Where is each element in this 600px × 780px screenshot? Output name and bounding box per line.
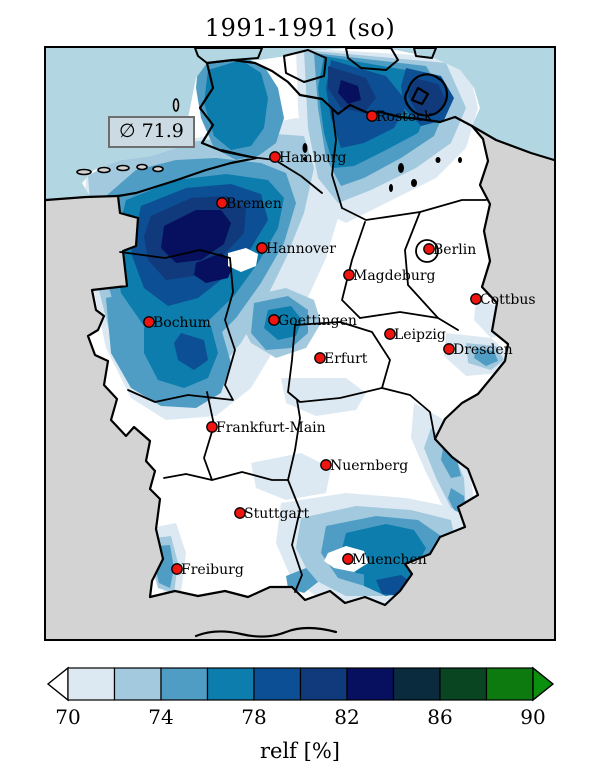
city-marker [234,507,246,519]
colorbar-tick: 70 [55,705,80,729]
colorbar-tick: 90 [520,705,545,729]
city-label: Nuernberg [330,458,408,474]
colorbar-segment [253,667,302,701]
city-marker [443,343,455,355]
lakes [302,143,462,192]
city-label: Goettingen [278,313,357,329]
city-frankfurt-main: Frankfurt-Main [206,420,326,436]
colorbar-segment [113,667,162,701]
city-marker [366,110,378,122]
berlin-state-ring [415,239,439,263]
city-marker [268,314,280,326]
city-marker [256,242,268,254]
city-magdeburg: Magdeburg [343,268,436,284]
colorbar-segment [392,667,441,701]
poland-coast [470,124,554,162]
city-berlin: Berlin [423,242,476,258]
plot-title: 1991-1991 (so) [204,14,396,42]
colorbar-ticks: 70 74 78 82 86 90 [55,705,545,729]
colorbar-over-arrow [532,666,555,702]
city-marker [343,269,355,281]
mean-value-badge: ∅ 71.9 [108,116,195,148]
city-label: Freiburg [181,562,244,578]
city-erfurt: Erfurt [314,351,368,367]
city-label: Bremen [226,196,282,212]
map-frame: Rostock Hamburg Bremen Hannover Berlin Magdeb… [44,46,556,641]
city-cottbus: Cottbus [470,292,536,308]
city-marker [342,553,354,565]
city-marker [320,459,332,471]
city-nuernberg: Nuernberg [320,458,408,474]
city-marker [143,316,155,328]
colorbar: 70 74 78 82 86 90 relf [%] [46,666,555,763]
colorbar-tick: 74 [148,705,173,729]
city-muenchen: Muenchen [342,552,427,568]
germany-contour-map: Rostock Hamburg Bremen Hannover Berlin Magdeb… [46,48,554,639]
city-layer: Rostock Hamburg Bremen Hannover Berlin Magdeb… [143,109,536,578]
danish-island [345,48,399,71]
danish-island [283,49,327,83]
city-rostock: Rostock [366,109,433,125]
colorbar-under-arrow [46,666,69,702]
city-marker [470,293,482,305]
city-bremen: Bremen [216,196,282,212]
alps-foreign-border [194,626,338,638]
city-leipzig: Leipzig [384,327,446,343]
city-marker [206,421,218,433]
colorbar-segment [67,667,116,701]
colorbar-segments [46,666,555,702]
city-label: Stuttgart [244,506,309,522]
germany-outline [86,58,510,607]
colorbar-segment [346,667,395,701]
netherlands-coast [46,194,120,202]
city-label: Berlin [433,242,476,258]
city-bochum: Bochum [143,315,211,331]
city-marker [423,243,435,255]
colorbar-segment [206,667,255,701]
city-goettingen: Goettingen [268,313,357,329]
colorbar-tick: 82 [334,705,359,729]
colorbar-tick: 86 [427,705,452,729]
city-label: Muenchen [352,552,427,568]
city-marker [314,352,326,364]
city-label: Erfurt [324,351,368,367]
city-label: Hamburg [279,150,347,166]
city-marker [384,328,396,340]
white-pocket [228,248,258,272]
city-label: Leipzig [394,327,446,343]
city-label: Bochum [153,315,211,331]
city-label: Frankfurt-Main [216,420,326,436]
colorbar-segment [439,667,488,701]
city-label: Hannover [266,241,336,257]
colorbar-segment [160,667,209,701]
danish-island [413,48,437,59]
city-label: Cottbus [480,292,536,308]
ruegen-coast [404,73,448,117]
city-hamburg: Hamburg [269,150,347,166]
city-label: Dresden [453,342,513,358]
city-marker [171,563,183,575]
city-label: Rostock [376,109,433,125]
city-label: Magdeburg [353,268,436,284]
city-freiburg: Freiburg [171,562,244,578]
colorbar-tick: 78 [241,705,266,729]
colorbar-segment [485,667,534,701]
city-marker [269,151,281,163]
city-dresden: Dresden [443,342,513,358]
city-marker [216,197,228,209]
city-stuttgart: Stuttgart [234,506,309,522]
colorbar-label: relf [%] [260,739,340,763]
colorbar-segment [299,667,348,701]
city-hannover: Hannover [256,241,336,257]
